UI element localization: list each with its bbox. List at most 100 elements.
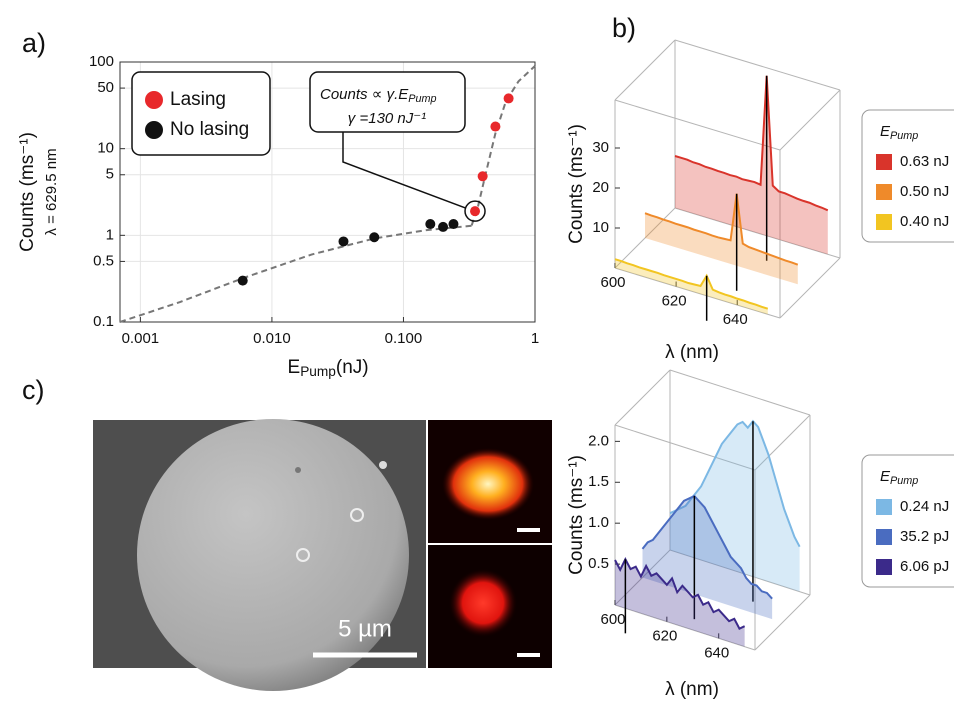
scale-bar-label: 5 µm: [338, 615, 392, 642]
box-edge: [779, 89, 841, 151]
z-tick-label: 10: [592, 219, 609, 236]
text-part: (nJ): [336, 357, 369, 378]
box-edge: [754, 594, 811, 651]
panel-label: a): [22, 28, 46, 58]
legend-label: Lasing: [170, 89, 226, 110]
z-tick-label: 1.0: [588, 514, 609, 531]
legend-label: 0.63 nJ: [900, 153, 949, 170]
legend-box: [131, 71, 271, 156]
spectrum-line: [641, 494, 773, 600]
text-part: Counts ∝ γ.E: [320, 86, 409, 103]
legend-swatch: [876, 529, 892, 545]
spectrum-line: [644, 193, 799, 266]
area-fill: [615, 559, 745, 647]
panel-label: b): [612, 13, 636, 43]
box-edge: [674, 39, 841, 91]
point: [369, 232, 380, 243]
subscript: Pump: [890, 130, 918, 142]
legend-label: No lasing: [170, 119, 249, 140]
legend-box: [861, 109, 954, 243]
legend-title: EPump: [880, 468, 918, 487]
subscript: Pump: [300, 364, 336, 379]
annotation-line: γ =130 nJ⁻¹: [348, 110, 426, 127]
y-tick-label: 0.5: [93, 252, 114, 269]
point: [338, 236, 349, 247]
x-tick-label: 620: [652, 628, 677, 645]
x-axis-label: λ (nm): [665, 342, 719, 363]
z-tick-label: 20: [592, 179, 609, 196]
x-tick-label: 640: [704, 644, 729, 661]
y-axis-label: Counts (ms⁻¹): [566, 124, 587, 244]
fit-curve: [119, 224, 476, 323]
legend-label: 0.40 nJ: [900, 213, 949, 230]
x-tick-label: 600: [600, 274, 625, 291]
box-edge: [779, 257, 841, 319]
area-fill: [670, 421, 800, 592]
x-tick-label: 1: [531, 330, 539, 347]
box-edge: [669, 549, 811, 596]
point: [438, 221, 449, 232]
defect: [350, 508, 364, 522]
area-fill: [675, 75, 828, 255]
point: [503, 93, 514, 104]
y-tick-label: 0.1: [93, 313, 114, 330]
y-tick-label: 1: [106, 226, 114, 243]
box-edge: [614, 267, 781, 319]
plot-frame: [119, 61, 536, 323]
x-axis-label: λ (nm): [665, 679, 719, 700]
x-tick-label: 620: [662, 292, 687, 309]
box-edge: [674, 207, 841, 259]
box-edge: [614, 549, 671, 606]
x-tick-label: 0.010: [253, 330, 291, 347]
y-tick-label: 10: [97, 140, 114, 157]
text-part: E: [288, 357, 301, 378]
text-part: E: [880, 468, 891, 485]
image-panel: 5 µm c): [22, 375, 552, 691]
panel-label: c): [22, 375, 45, 405]
point: [237, 275, 248, 286]
box-edge: [614, 604, 756, 651]
emission-pattern: [442, 448, 534, 520]
legend-swatch: [876, 214, 892, 230]
x-tick-label: 640: [723, 311, 748, 328]
y-axis-label: Counts (ms⁻¹): [566, 455, 587, 575]
defect: [295, 467, 301, 473]
z-tick-label: 30: [592, 139, 609, 156]
highlight-ring: [464, 200, 486, 222]
legend-swatch: [876, 499, 892, 515]
legend-label: 0.24 nJ: [900, 498, 949, 515]
x-axis-label: EPump(nJ): [288, 357, 369, 379]
box-edge: [754, 414, 811, 471]
legend-swatch: [876, 184, 892, 200]
box-edge: [614, 369, 671, 426]
text-part: E: [880, 123, 891, 140]
defect: [296, 548, 310, 562]
legend-swatch: [876, 154, 892, 170]
microsphere: [137, 419, 409, 691]
spectrum-line: [674, 75, 829, 212]
spectrum-line: [614, 557, 746, 630]
area-fill: [615, 259, 768, 315]
z-tick-label: 0.5: [588, 555, 609, 572]
y-tick-label: 100: [89, 53, 114, 70]
point: [470, 206, 481, 217]
z-tick-label: 2.0: [588, 432, 609, 449]
y-tick-label: 5: [106, 166, 114, 183]
x-tick-label: 0.001: [122, 330, 160, 347]
box-edge: [614, 207, 676, 269]
point: [448, 219, 459, 230]
area-fill: [642, 495, 773, 620]
legend-swatch: [876, 559, 892, 575]
y-tick-label: 50: [97, 79, 114, 96]
particle: [379, 461, 387, 469]
box-edge: [614, 424, 756, 471]
spectrum-line: [614, 258, 769, 310]
point: [477, 171, 488, 182]
legend-label: 6.06 pJ: [900, 558, 949, 575]
legend-marker: [145, 91, 163, 109]
fit-curve: [470, 65, 536, 226]
point: [490, 121, 501, 132]
subscript: Pump: [890, 475, 918, 487]
emission-spot: [449, 569, 517, 637]
